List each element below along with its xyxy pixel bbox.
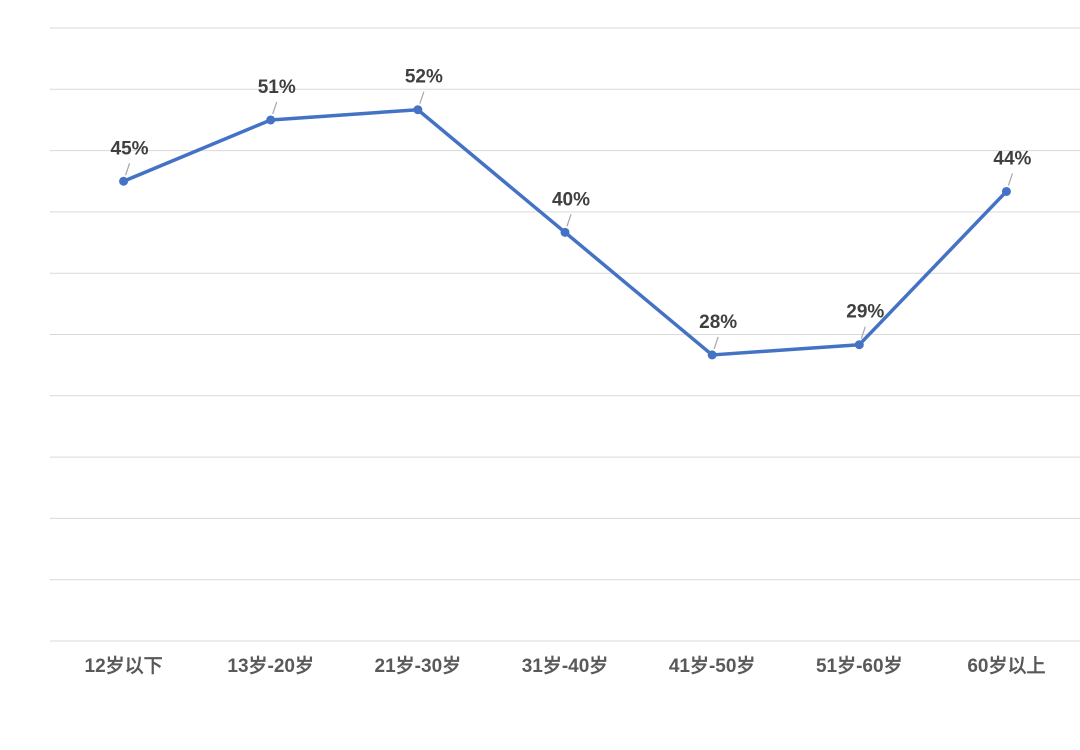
leader-line (272, 101, 278, 115)
point (707, 350, 717, 360)
leader-line (419, 91, 425, 104)
point (413, 105, 423, 115)
leader-line (566, 214, 572, 227)
x-tick-label: 51岁-60岁 (816, 654, 903, 677)
data-label: 44% (993, 148, 1031, 169)
x-tick-label: 21岁-30岁 (375, 654, 462, 677)
point (854, 340, 864, 350)
data-label: 51% (258, 77, 296, 98)
x-tick-label: 41岁-50岁 (669, 654, 756, 677)
data-label: 40% (552, 189, 590, 210)
x-tick-label: 12岁以下 (85, 654, 163, 677)
leader-line (1007, 173, 1013, 186)
point (266, 115, 276, 125)
leader-line (713, 336, 719, 350)
point (119, 176, 129, 186)
x-tick-label: 31岁-40岁 (522, 654, 609, 677)
data-label: 52% (405, 67, 443, 88)
data-label: 28% (699, 312, 737, 333)
x-tick-label: 60岁以上 (967, 654, 1045, 677)
leader-line (125, 163, 131, 176)
point (1001, 186, 1011, 196)
data-label: 29% (846, 302, 884, 323)
leader-line (860, 326, 866, 339)
point (560, 227, 570, 237)
data-label: 45% (111, 138, 149, 159)
x-tick-label: 13岁-20岁 (227, 654, 314, 677)
